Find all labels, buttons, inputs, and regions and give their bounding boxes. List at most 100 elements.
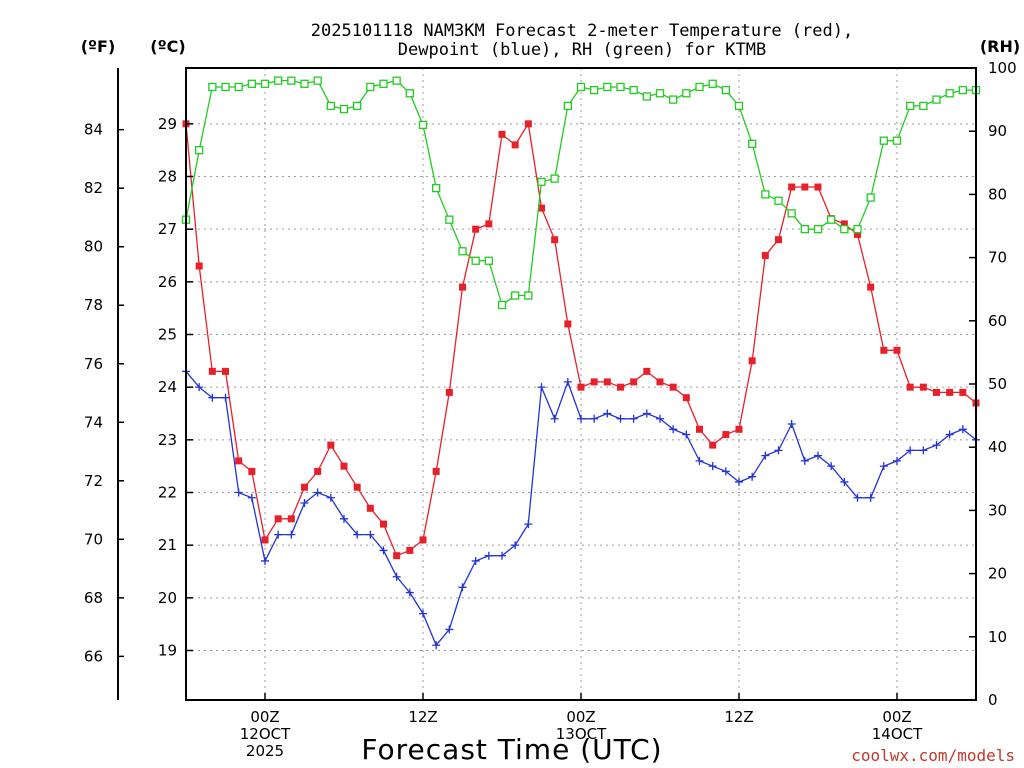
temperature-point [933, 388, 940, 396]
temperature-point [577, 383, 585, 391]
dewpoint-point [340, 514, 348, 523]
rh-point [721, 85, 730, 95]
temperature-point [538, 204, 545, 212]
rh-point [208, 82, 217, 92]
rh-tick-label: 0 [988, 691, 998, 709]
rh-point [353, 101, 362, 111]
temperature-point [854, 230, 861, 238]
temperature-point [551, 236, 559, 244]
rh-tick-label: 80 [988, 185, 1007, 203]
rh-point [892, 136, 902, 145]
temperature-point [788, 183, 796, 191]
rh-point [945, 89, 954, 98]
time-tick-label: 13OCT [556, 725, 607, 743]
rh-point [497, 300, 507, 310]
celsius-tick-label: 25 [158, 325, 177, 343]
rh-point [260, 79, 270, 88]
dewpoint-point [932, 441, 941, 450]
time-tick-label: 00Z [882, 708, 911, 726]
time-tick-label: 14OCT [872, 725, 923, 743]
fahrenheit-tick-label: 68 [84, 589, 103, 607]
rh-point [616, 82, 625, 92]
time-tick-label: 12Z [408, 708, 437, 726]
temperature-point [840, 220, 848, 228]
rh-point [787, 209, 796, 218]
temperature-point [459, 283, 466, 291]
rh-point [563, 101, 572, 111]
temperature-point [801, 183, 809, 191]
dewpoint-point [313, 488, 322, 497]
rh-point [748, 139, 757, 148]
celsius-tick-label: 21 [158, 536, 177, 554]
dewpoint-point [563, 377, 572, 386]
rh-point [734, 101, 744, 111]
temperature-point [287, 515, 295, 523]
time-tick-label: 00Z [566, 708, 595, 726]
rh-point [221, 82, 230, 92]
temperature-point [775, 236, 782, 244]
rh-tick-label: 40 [988, 438, 1007, 456]
rh-tick-label: 90 [988, 122, 1007, 140]
dewpoint-point [642, 409, 651, 418]
dewpoint-point [484, 551, 493, 560]
temperature-point [696, 425, 703, 433]
dewpoint-point [195, 383, 204, 392]
temperature-point [656, 378, 664, 386]
celsius-unit-label: (ºC) [150, 37, 185, 56]
celsius-tick-label: 27 [158, 220, 177, 238]
rh-tick-label: 50 [988, 375, 1007, 393]
rh-point [550, 174, 559, 183]
dewpoint-point [471, 556, 480, 565]
rh-point [629, 85, 638, 95]
rh-point [853, 225, 862, 234]
dewpoint-point [577, 414, 585, 423]
rh-line [185, 79, 976, 307]
dewpoint-point [326, 493, 335, 502]
fahrenheit-tick-label: 66 [84, 647, 103, 665]
temperature-point [419, 536, 427, 544]
rh-point [366, 82, 375, 92]
rh-point [484, 256, 493, 265]
temperature-point [393, 552, 401, 560]
temperature-point [248, 467, 256, 475]
temperature-point [682, 394, 690, 402]
dewpoint-point [419, 609, 427, 618]
chart-title-line1: 2025101118 NAM3KM Forecast 2-meter Tempe… [311, 21, 853, 41]
rh-point [339, 104, 349, 114]
rh-point [234, 82, 243, 92]
rh-tick-label: 30 [988, 501, 1007, 519]
dewpoint-point [879, 462, 888, 471]
dewpoint-point [603, 409, 612, 418]
dewpoint-point [458, 583, 467, 592]
dewpoint-point [853, 493, 862, 502]
dewpoint-point [721, 467, 730, 476]
dewpoint-point [537, 383, 546, 392]
rh-point [800, 225, 809, 234]
dewpoint-point [432, 641, 441, 650]
rh-tick-label: 60 [988, 312, 1007, 330]
celsius-tick-label: 22 [158, 483, 177, 501]
rh-point [840, 225, 849, 234]
dewpoint-point [945, 430, 954, 439]
dewpoint-point [656, 414, 664, 423]
fahrenheit-tick-label: 84 [84, 121, 103, 139]
rh-point [879, 136, 888, 145]
temperature-point [630, 378, 638, 386]
temperature-point [222, 367, 229, 375]
dewpoint-point [866, 493, 875, 502]
temperature-point [274, 515, 282, 523]
rh-point [761, 190, 770, 199]
temperature-point [432, 467, 440, 475]
temperature-point [959, 388, 967, 396]
dewpoint-point [208, 393, 217, 402]
rh-point [287, 76, 296, 85]
rh-point [537, 177, 546, 186]
rh-point [392, 76, 401, 85]
rh-point [458, 247, 467, 256]
temperature-point [946, 388, 954, 396]
rh-point [919, 101, 928, 111]
rh-point [590, 85, 599, 95]
temperature-point [511, 141, 519, 149]
dewpoint-point [629, 414, 638, 423]
